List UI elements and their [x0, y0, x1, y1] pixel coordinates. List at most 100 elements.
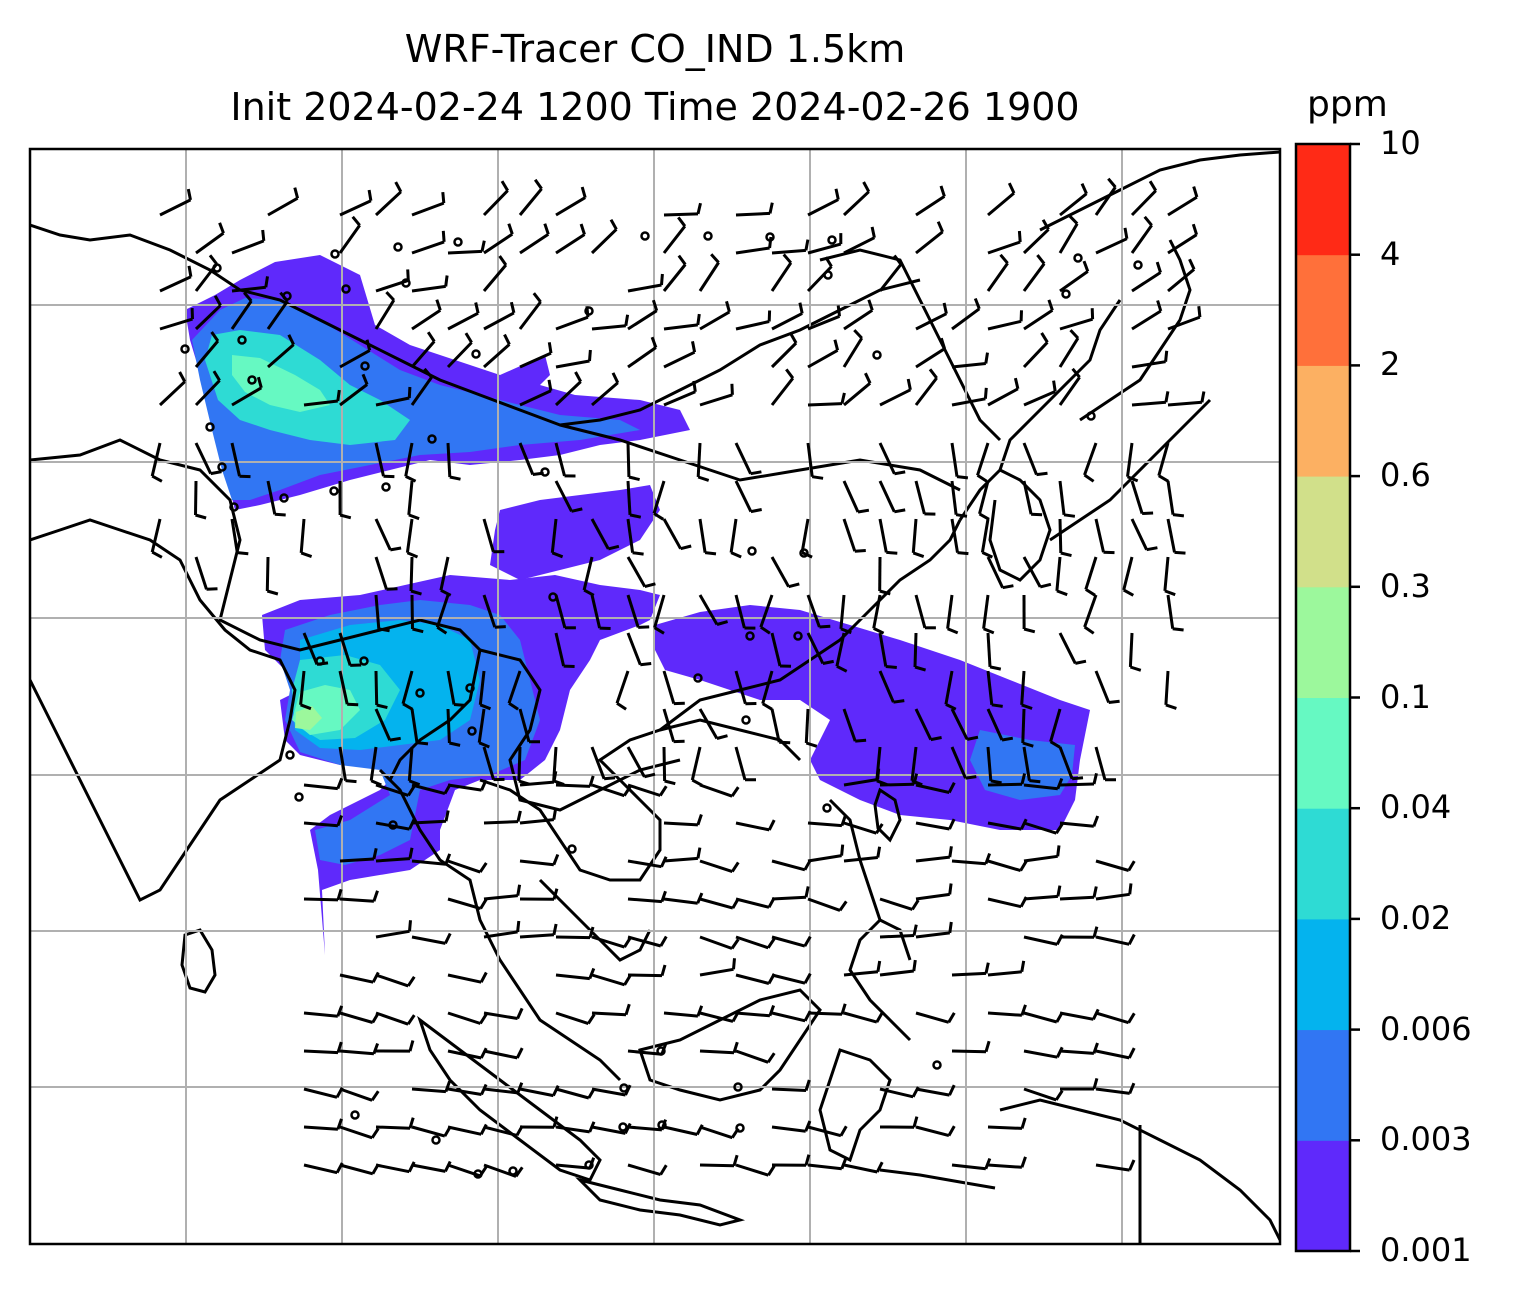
wind-barb-flag	[660, 964, 667, 977]
wind-barb-flag	[1031, 512, 1043, 517]
wind-barb-flag	[1172, 627, 1184, 632]
wind-barb	[699, 1049, 735, 1055]
wind-barb-flag	[955, 513, 968, 518]
wind-barb	[843, 778, 878, 787]
wind-barb	[150, 518, 162, 553]
wind-barb	[807, 402, 843, 407]
wind-barb-flag	[1082, 260, 1090, 272]
wind-barb-flag	[704, 551, 717, 556]
wind-barb-flag	[212, 370, 221, 382]
wind-barb-flag	[691, 341, 697, 353]
wind-barb-flag	[210, 331, 220, 342]
wind-barb	[699, 967, 734, 977]
wind-barb-flag	[479, 971, 488, 983]
wind-barb	[807, 854, 842, 863]
wind-barb-flag	[659, 1164, 668, 1176]
wind-barb-flag	[875, 1161, 884, 1173]
wind-barb	[699, 935, 733, 950]
wind-barb-flag	[838, 900, 848, 912]
wind-barb-flag	[1155, 261, 1162, 273]
wind-barb	[439, 556, 450, 591]
wind-barb-flag	[1122, 588, 1135, 597]
wind-barb-flag	[730, 383, 734, 395]
wind-barb	[159, 275, 192, 293]
wind-barb-flag	[805, 741, 818, 748]
wind-barb	[914, 594, 927, 629]
wind-barb	[591, 973, 626, 987]
wind-barb	[626, 556, 647, 588]
wind-barb-flag	[1172, 513, 1185, 518]
wind-barb-flag	[767, 819, 776, 831]
wind-barb	[339, 857, 374, 863]
wind-barb	[409, 556, 414, 592]
wind-barb-flag	[264, 276, 269, 288]
wind-barb-flag	[376, 703, 388, 710]
wind-barb	[843, 308, 874, 331]
wind-barb	[663, 212, 699, 217]
wind-barb-flag	[1156, 300, 1163, 312]
wind-barb-flag	[991, 703, 1003, 708]
wind-barb-flag	[768, 1004, 776, 1017]
wind-barb-flag	[836, 305, 841, 317]
wind-barb-flag	[853, 329, 863, 340]
wind-barb-flag	[444, 275, 449, 287]
wind-barb-flag	[1022, 741, 1034, 748]
wind-barb-flag	[750, 508, 762, 514]
wind-barb	[375, 857, 411, 863]
wind-barb	[411, 935, 446, 945]
wind-barb-flag	[894, 470, 906, 476]
wind-barb	[735, 897, 770, 909]
wind-barb-flag	[893, 699, 905, 704]
wind-barb	[734, 746, 747, 781]
wind-barb	[761, 670, 774, 705]
wind-barb	[374, 299, 396, 330]
wind-barb-flag	[547, 342, 553, 354]
wind-barb	[231, 239, 265, 255]
wind-barb	[982, 594, 990, 629]
wind-barb	[519, 351, 552, 369]
colorbar-tick-label: 0.1	[1380, 677, 1431, 716]
wind-barb-flag	[607, 544, 620, 551]
wind-barb	[1022, 442, 1038, 476]
wind-barb	[194, 480, 198, 516]
wind-barb-flag	[1192, 186, 1199, 198]
wind-barb-flag	[1049, 740, 1061, 749]
wind-barb	[303, 1125, 339, 1131]
wind-barb-flag	[912, 551, 925, 559]
wind-barb	[1095, 1049, 1130, 1060]
wind-barb-flag	[696, 202, 702, 215]
wind-barb	[265, 556, 270, 592]
wind-barb	[662, 225, 687, 254]
wind-barb-flag	[1020, 1004, 1027, 1016]
wind-barb	[986, 556, 1004, 589]
wind-barb	[914, 480, 926, 515]
calm-wind-marker	[1061, 289, 1071, 299]
wind-barb-flag	[836, 664, 848, 673]
coast-sumatra	[417, 1015, 602, 1182]
wind-barb-flag	[624, 314, 630, 326]
wind-barb	[626, 594, 640, 628]
wind-barb	[447, 897, 482, 911]
wind-barb	[878, 670, 895, 703]
wind-barb-flag	[948, 846, 953, 858]
wind-barb	[411, 1125, 446, 1138]
calm-wind-marker	[453, 237, 463, 247]
border-north	[30, 223, 921, 427]
wind-barb	[807, 1011, 843, 1016]
wind-barb	[771, 248, 807, 255]
calm-wind-marker	[237, 335, 247, 345]
wind-barb	[374, 190, 402, 217]
calm-wind-marker	[793, 631, 803, 641]
border-china-inner	[479, 648, 681, 812]
wind-barb-flag	[1052, 380, 1057, 392]
wind-barb	[759, 594, 774, 628]
coast-taiwan	[873, 787, 902, 843]
wind-barb-flag	[300, 551, 313, 559]
map-title-line1: WRF-Tracer CO_IND 1.5km	[404, 27, 906, 71]
wind-barb-flag	[653, 512, 665, 521]
wind-barb-flag	[730, 786, 740, 798]
wind-barb-flag	[1039, 582, 1052, 589]
wind-barb	[299, 518, 306, 554]
wind-barb	[627, 1163, 662, 1177]
wind-barb	[878, 442, 896, 475]
